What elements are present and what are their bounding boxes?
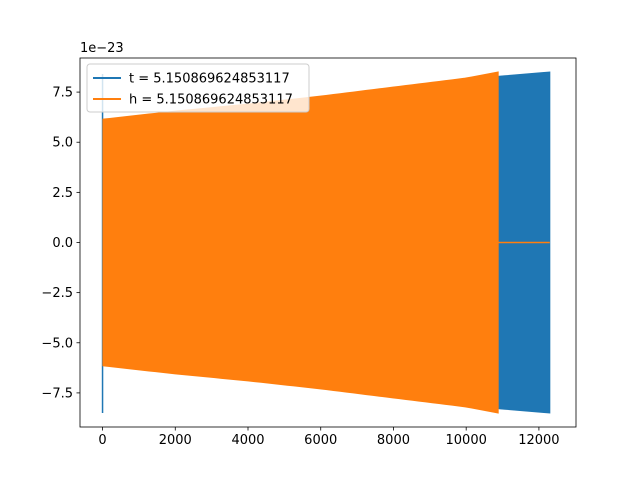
y-tick-label: 0.0: [52, 236, 73, 251]
y-tick-label: −5.0: [41, 336, 73, 351]
y-axis: −7.5 −5.0 −2.5 0.0 2.5 5.0 7.5: [41, 86, 80, 401]
series-layer: [101, 71, 551, 414]
x-tick-label: 6000: [304, 433, 337, 448]
x-tick-label: 4000: [231, 433, 264, 448]
x-tick-label: 12000: [518, 433, 559, 448]
series-h: [102, 71, 550, 414]
legend-label: t = 5.150869624853117: [129, 72, 290, 87]
legend: t = 5.150869624853117 h = 5.1508696248531…: [86, 63, 310, 113]
x-axis: 0 2000 4000 6000 8000 10000 12000: [98, 427, 560, 448]
y-tick-label: −2.5: [41, 286, 73, 301]
y-tick-label: 2.5: [52, 186, 73, 201]
x-tick-label: 2000: [159, 433, 192, 448]
x-tick-label: 8000: [377, 433, 410, 448]
y-offset-label: 1e−23: [80, 41, 124, 56]
legend-box: [86, 63, 310, 113]
x-tick-label: 10000: [446, 433, 487, 448]
y-tick-label: −7.5: [41, 386, 73, 401]
series-envelope: [102, 71, 499, 414]
y-tick-label: 7.5: [52, 86, 73, 101]
y-tick-label: 5.0: [52, 136, 73, 151]
x-tick-label: 0: [98, 433, 106, 448]
legend-label: h = 5.150869624853117: [129, 93, 293, 108]
